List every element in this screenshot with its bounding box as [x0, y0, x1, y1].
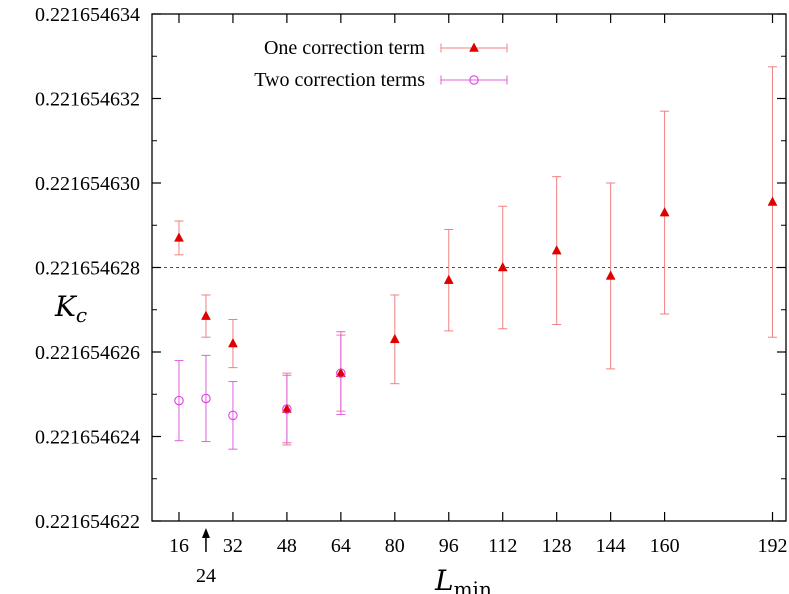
x-tick-label: 128 [542, 535, 572, 557]
y-axis-title: Kc [54, 290, 87, 327]
y-tick-label: 0.221654630 [35, 173, 140, 195]
data-point-circle [228, 410, 238, 421]
y-tick-label: 0.221654626 [35, 342, 140, 364]
x-tick-label: 80 [385, 535, 405, 557]
x-axis-title: Lmin [434, 564, 492, 594]
x-tick-label: 112 [488, 535, 517, 557]
data-point-circle [336, 368, 346, 378]
x-tick-label: 96 [439, 535, 459, 557]
x-axis-title-main: L [434, 564, 454, 594]
data-point-circle [174, 395, 184, 406]
y-axis-title-sub: c [76, 303, 87, 327]
x-extra-tick-label: 24 [196, 565, 216, 587]
data-point-triangle [174, 232, 184, 242]
x-extra-tick-arrow-head [201, 528, 210, 538]
y-tick-label: 0.221654624 [35, 427, 140, 449]
x-tick-label: 16 [169, 535, 189, 557]
data-point-triangle [551, 245, 562, 255]
legend-label: One correction term [264, 37, 425, 59]
data-point-circle [282, 404, 292, 414]
data-point-triangle [228, 338, 238, 348]
data-point-circle [201, 393, 211, 404]
y-tick-label: 0.221654634 [35, 4, 140, 26]
data-point-triangle [389, 333, 400, 344]
x-tick-label: 64 [331, 535, 351, 557]
data-point-triangle [659, 207, 670, 217]
x-tick-label: 144 [596, 535, 626, 557]
data-point-triangle [201, 310, 211, 320]
x-tick-label: 160 [650, 535, 680, 557]
data-point-triangle [497, 261, 508, 272]
x-tick-label: 48 [277, 535, 297, 557]
data-point-triangle [335, 367, 346, 377]
data-point-triangle [469, 42, 479, 52]
y-axis-title-main: K [54, 290, 78, 323]
data-point-triangle [767, 196, 778, 206]
data-point-triangle [605, 270, 616, 280]
y-tick-label: 0.221654632 [35, 89, 140, 111]
x-tick-label: 32 [223, 535, 243, 557]
x-tick-label: 192 [758, 535, 788, 557]
y-tick-label: 0.221654622 [35, 511, 140, 533]
data-point-triangle [443, 274, 454, 284]
legend-label: Two correction terms [254, 69, 425, 91]
plot-frame [151, 13, 787, 522]
data-point-circle [469, 75, 479, 85]
y-tick-label: 0.221654628 [35, 258, 140, 280]
data-point-triangle [281, 403, 292, 413]
x-axis-title-sub: min [454, 577, 492, 594]
